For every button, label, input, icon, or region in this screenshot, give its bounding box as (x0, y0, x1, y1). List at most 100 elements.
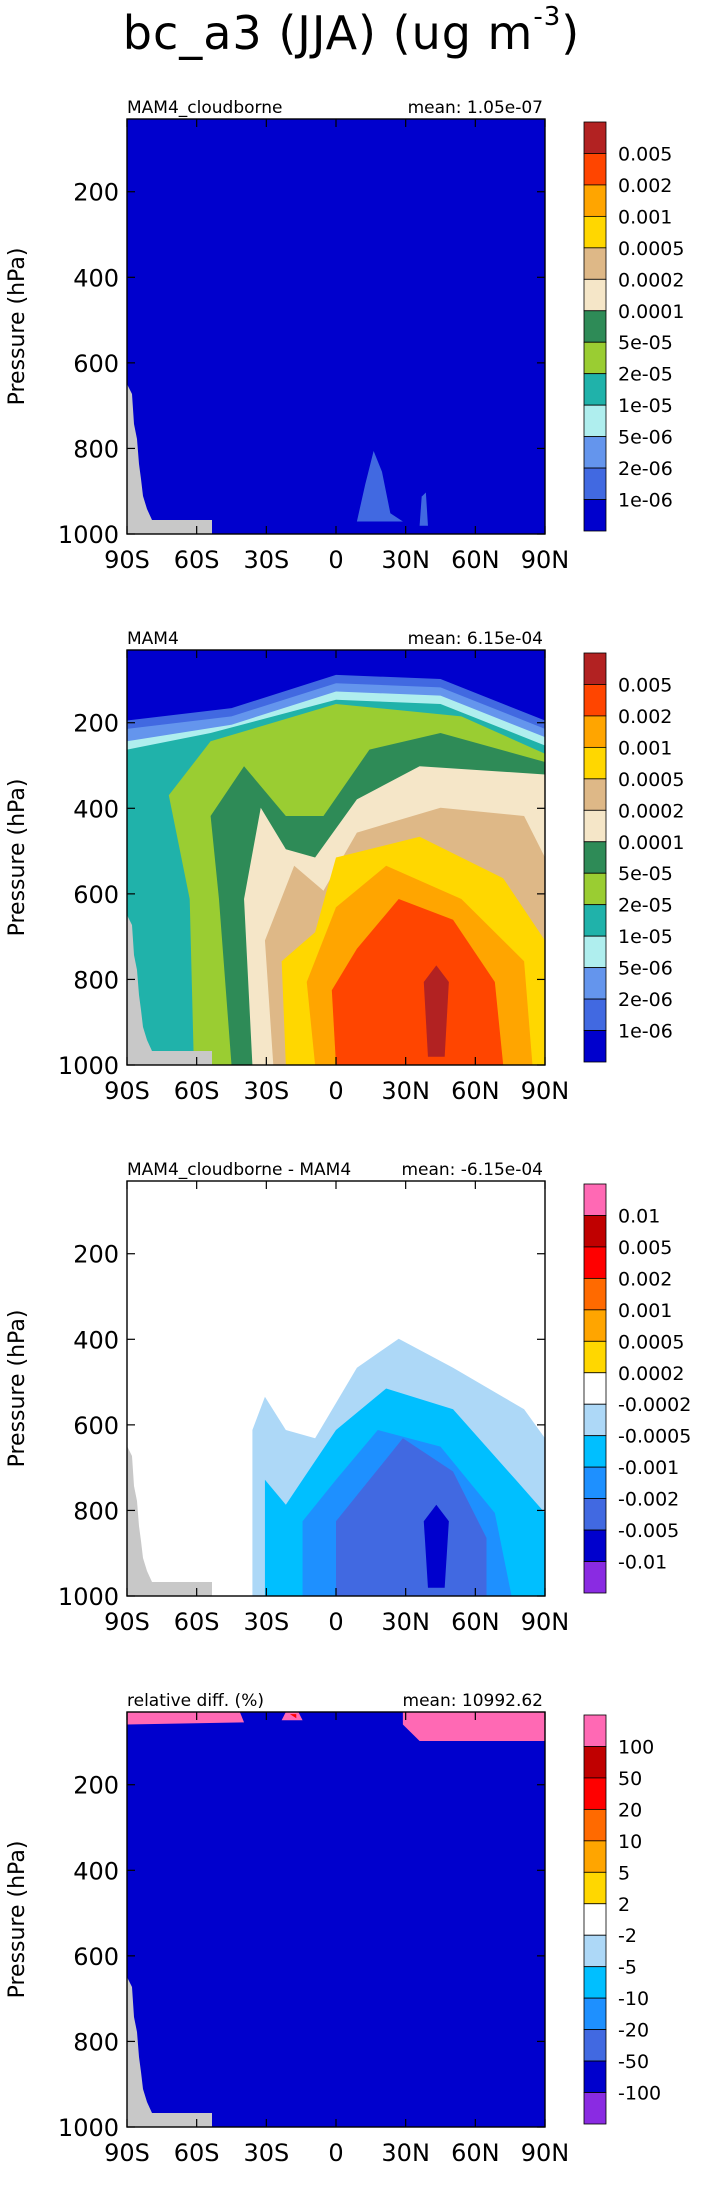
colorbar-swatch (583, 1309, 607, 1342)
contour-band (331, 899, 504, 1065)
colorbar-label: 0.005 (618, 143, 672, 165)
contour-band (127, 1712, 245, 1725)
chart-svg: MAM4_cloudborne - MAM4 mean: -6.15e-04 200… (5, 1160, 691, 1636)
colorbar-label: 0.005 (618, 674, 672, 696)
colorbar-swatch (583, 841, 607, 874)
x-tick-label: 60S (174, 546, 220, 574)
y-axis-label: Pressure (hPa) (5, 779, 30, 937)
colorbar-label: 100 (618, 1736, 654, 1758)
colorbar-label: 0.0002 (618, 269, 684, 291)
colorbar-swatch (583, 935, 607, 969)
contour-patch (419, 492, 428, 526)
colorbar-label: -0.005 (618, 1520, 679, 1542)
colorbar-swatch (583, 1435, 607, 1468)
colorbar-label: 1e-06 (618, 490, 673, 512)
terrain-mask (127, 915, 212, 1065)
colorbar-swatch (583, 809, 607, 843)
y-tick-label: 600 (73, 1412, 119, 1440)
x-tick-label: 30S (243, 546, 289, 574)
plot-area (127, 650, 545, 1065)
x-tick-label: 0 (328, 1077, 343, 1105)
mean-label: mean: -6.15e-04 (401, 1160, 543, 1180)
chart-svg: MAM4_cloudborne mean: 1.05e-07 200 400 600 80… (5, 98, 684, 574)
x-tick-label: 60N (451, 546, 500, 574)
y-tick-label: 800 (73, 966, 119, 994)
colorbar-swatch (583, 1340, 607, 1374)
colorbar-label: 1e-06 (618, 1021, 673, 1043)
plot-area (127, 1712, 545, 2127)
colorbar-swatch (583, 1871, 607, 1905)
y-axis-label: Pressure (hPa) (5, 248, 30, 406)
colorbar-label: 50 (618, 1768, 642, 1790)
x-tick-label: 90N (521, 546, 570, 574)
x-tick-label: 30S (243, 2139, 289, 2167)
colorbar-label: 0.005 (618, 1237, 672, 1259)
x-tick-label: 60S (174, 2139, 220, 2167)
y-tick-label: 800 (73, 2028, 119, 2056)
colorbar-label: 0.01 (618, 1205, 660, 1227)
colorbar-swatch (583, 684, 607, 717)
colorbar-label: 0.001 (618, 1300, 672, 1322)
colorbar-label: 5e-06 (618, 427, 673, 449)
colorbar-label: 5e-06 (618, 958, 673, 980)
colorbar-label: 1e-05 (618, 926, 673, 948)
colorbar-swatch (583, 1498, 607, 1531)
y-tick-label: 1000 (58, 2114, 119, 2142)
colorbar-label: -0.001 (618, 1457, 679, 1479)
contour-patch (356, 451, 403, 522)
colorbar-swatch (583, 436, 607, 469)
x-tick-label: 90N (521, 1608, 570, 1636)
x-tick-label: 0 (328, 546, 343, 574)
x-tick-label: 30N (381, 546, 430, 574)
x-tick-label: 90S (104, 2139, 150, 2167)
panel-mam4: MAM4 mean: 6.15e-04 200 400 600 800 1000 Pressu… (0, 628, 703, 1148)
colorbar-swatch (583, 2029, 607, 2062)
y-axis-label: Pressure (hPa) (5, 1841, 30, 1999)
mean-label: mean: 1.05e-07 (408, 98, 543, 118)
colorbar-swatch (583, 1529, 607, 1562)
panel-relative-diff: relative diff. (%) mean: 10992.62 200 400 60… (0, 1690, 703, 2210)
colorbar-swatch (583, 1246, 607, 1279)
y-tick-label: 400 (73, 264, 119, 292)
colorbar-label: -0.0005 (618, 1426, 691, 1448)
colorbar-swatch (583, 1966, 607, 1999)
colorbar-swatch (583, 467, 607, 500)
colorbar-label: -20 (618, 2020, 649, 2042)
x-tick-label: 90N (521, 2139, 570, 2167)
colorbar-swatch (583, 967, 607, 1000)
x-tick-label: 0 (328, 1608, 343, 1636)
colorbar-swatch (583, 341, 607, 375)
y-tick-label: 200 (73, 710, 119, 738)
colorbar-swatch (583, 499, 607, 532)
colorbar-swatch (583, 1714, 607, 1747)
colorbar-label: 0.002 (618, 706, 672, 728)
y-tick-label: 1000 (58, 1052, 119, 1080)
panel-title: MAM4_cloudborne - MAM4 (127, 1160, 351, 1180)
colorbar-label: 2 (618, 1894, 630, 1916)
contour-band (336, 1438, 487, 1596)
colorbar-label: -2 (618, 1925, 637, 1947)
field-background (127, 119, 545, 534)
colorbar-label: -50 (618, 2051, 649, 2073)
colorbar-label: 5e-05 (618, 332, 673, 354)
colorbar-swatch (583, 1561, 607, 1594)
x-tick-label: 90N (521, 1077, 570, 1105)
contour-band (402, 1712, 545, 1742)
y-tick-label: 200 (73, 1241, 119, 1269)
colorbar-swatch (583, 1746, 607, 1779)
panel-cloudborne: MAM4_cloudborne mean: 1.05e-07 200 400 600 80… (0, 97, 703, 617)
colorbar-swatch (583, 746, 607, 780)
x-tick-label: 0 (328, 2139, 343, 2167)
colorbar-swatch (583, 1030, 607, 1063)
colorbar-swatch (583, 373, 607, 406)
colorbar-swatch (583, 904, 607, 937)
colorbar-label: 0.0005 (618, 238, 684, 260)
colorbar-swatch (583, 1777, 607, 1810)
y-tick-label: 600 (73, 881, 119, 909)
colorbar-label: -0.01 (618, 1552, 667, 1574)
figure-title-close-paren: ) (561, 6, 581, 60)
y-tick-label: 1000 (58, 1583, 119, 1611)
colorbar-swatch (583, 404, 607, 438)
colorbar-swatch (583, 1997, 607, 2031)
field-background (127, 1712, 545, 2127)
